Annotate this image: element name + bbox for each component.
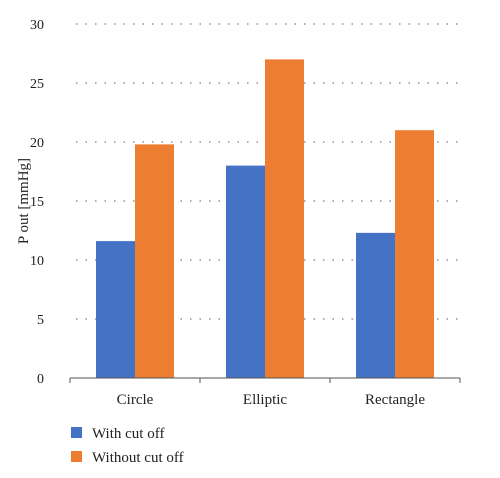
bar-without-cut-off-elliptic bbox=[265, 59, 304, 379]
y-tick-label: 30 bbox=[30, 18, 44, 33]
legend-swatch bbox=[71, 427, 82, 438]
y-tick-label: 25 bbox=[30, 77, 44, 92]
y-tick-labels: 0 5 10 15 20 25 30 bbox=[30, 18, 44, 387]
x-category-label: Elliptic bbox=[243, 392, 288, 408]
bar-without-cut-off-circle bbox=[135, 144, 174, 378]
y-axis-title: P out [mmHg] bbox=[16, 158, 32, 244]
x-category-label: Circle bbox=[117, 392, 154, 408]
axes bbox=[69, 377, 461, 383]
legend-label: Without cut off bbox=[92, 450, 184, 466]
y-tick-label: 0 bbox=[37, 372, 44, 387]
bar-without-cut-off-rectangle bbox=[395, 130, 434, 378]
x-category-labels: Circle Elliptic Rectangle bbox=[117, 392, 426, 408]
bar-with-cut-off-circle bbox=[96, 241, 135, 378]
bar-with-cut-off-elliptic bbox=[226, 165, 265, 378]
bars bbox=[96, 59, 434, 379]
x-category-label: Rectangle bbox=[365, 392, 425, 408]
y-tick-label: 20 bbox=[30, 136, 44, 151]
y-tick-label: 15 bbox=[30, 195, 44, 210]
bar-with-cut-off-rectangle bbox=[356, 232, 395, 378]
y-tick-label: 5 bbox=[37, 313, 44, 328]
legend: With cut off Without cut off bbox=[71, 426, 184, 466]
legend-swatch bbox=[71, 451, 82, 462]
y-tick-label: 10 bbox=[30, 254, 44, 269]
legend-label: With cut off bbox=[92, 426, 164, 442]
